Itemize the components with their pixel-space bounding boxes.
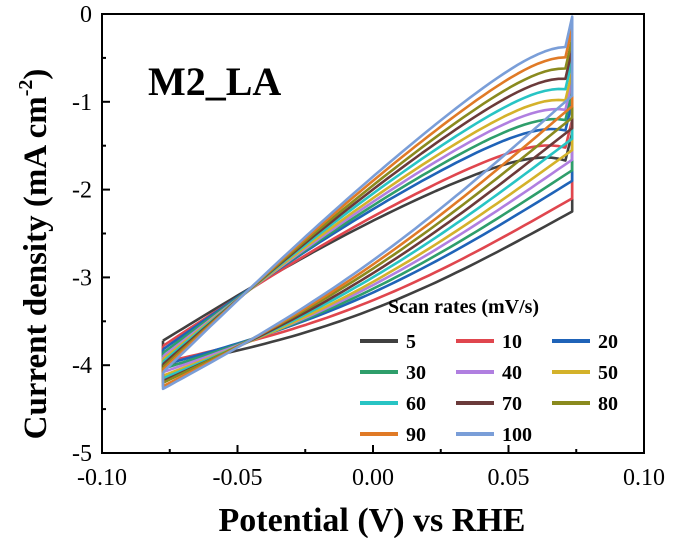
legend-items: 5 10 20 30 40 50 60 70 80 90 100 — [360, 331, 618, 446]
sample-annotation: M2_LA — [148, 59, 281, 104]
legend-label-40: 40 — [502, 362, 522, 384]
cv-series-10 — [161, 118, 574, 364]
y-tick-label: -2 — [72, 178, 92, 204]
cv-series-40 — [161, 79, 574, 374]
plot-lines — [161, 15, 574, 391]
y-axis-label-close: ) — [18, 69, 54, 80]
legend-label-10: 10 — [502, 331, 522, 353]
y-tick-label: -3 — [72, 265, 92, 291]
y-tick-label: 0 — [80, 2, 92, 28]
x-axis-ticks: -0.10 -0.05 0.00 0.05 0.10 — [77, 445, 665, 491]
x-tick-label: -0.10 — [77, 465, 127, 491]
legend-label-50: 50 — [598, 362, 618, 384]
y-axis-label: Current density (mA cm-2) — [15, 69, 54, 440]
cv-series-100 — [161, 15, 574, 391]
legend-label-70: 70 — [502, 393, 522, 415]
legend-title: Scan rates (mV/s) — [388, 296, 539, 318]
cv-series-30 — [161, 90, 574, 370]
y-axis-label-main: Current density (mA cm — [18, 96, 54, 439]
x-tick-label: 0.00 — [352, 465, 394, 491]
legend-label-100: 100 — [502, 424, 532, 446]
y-tick-label: -5 — [72, 441, 92, 467]
legend-label-60: 60 — [406, 393, 426, 415]
legend-label-20: 20 — [598, 331, 618, 353]
legend-label-5: 5 — [406, 331, 416, 353]
x-tick-label: 0.10 — [623, 465, 665, 491]
legend-label-90: 90 — [406, 424, 426, 446]
x-tick-label: -0.05 — [213, 465, 263, 491]
y-tick-label: -4 — [72, 353, 92, 379]
legend-label-80: 80 — [598, 393, 618, 415]
legend: Scan rates (mV/s) 5 10 20 30 40 50 60 70 80 90 100 — [360, 296, 618, 446]
x-axis-label: Potential (V) vs RHE — [219, 502, 526, 538]
x-tick-label: 0.05 — [488, 465, 530, 491]
y-axis-ticks: -5 -4 -3 -2 -1 0 — [72, 2, 110, 467]
legend-label-30: 30 — [406, 362, 426, 384]
y-axis-label-superscript: -2 — [15, 80, 37, 97]
y-tick-label: -1 — [72, 90, 92, 116]
